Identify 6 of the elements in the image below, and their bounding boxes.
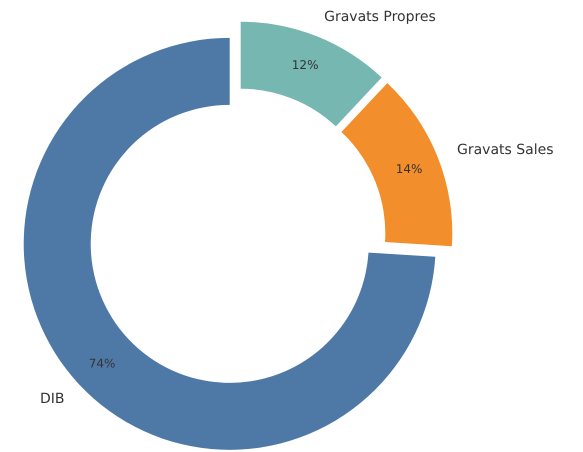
data-label: 74% [88,356,116,371]
data-label: 12% [292,58,318,72]
slice-label: DIB [40,390,65,407]
slice-label: Gravats Sales [456,142,554,158]
data-label: 14% [396,162,422,176]
slice-label: Gravats Propres [324,9,436,26]
